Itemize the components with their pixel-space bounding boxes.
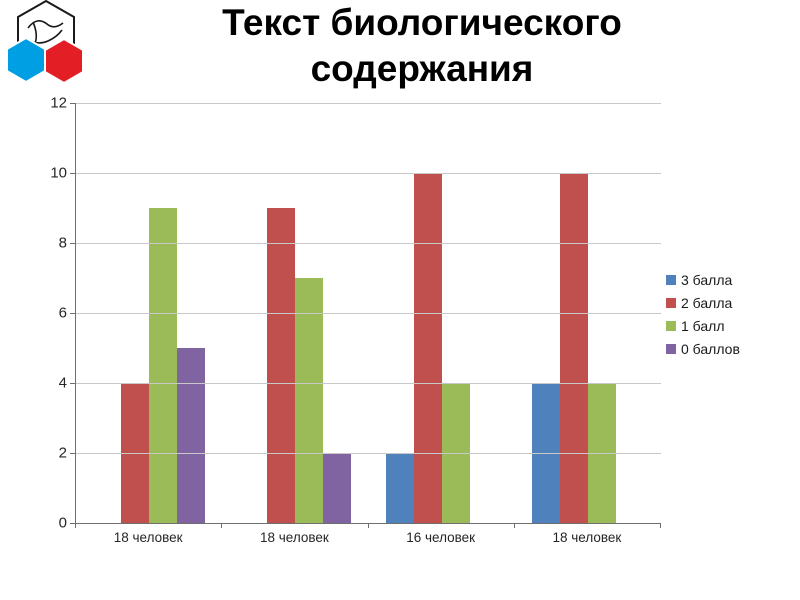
chart: 3 балла 2 балла 1 балл 0 баллов 0 2 4 6 8 10 12 18… — [0, 94, 800, 576]
bar-group — [76, 103, 222, 523]
y-axis-tick — [70, 453, 75, 454]
y-axis-tick — [70, 313, 75, 314]
plot-area — [75, 103, 661, 524]
y-axis-label: 8 — [58, 234, 67, 252]
x-axis-label: 16 человек — [406, 530, 476, 545]
bar — [177, 348, 206, 523]
y-axis-tick — [70, 103, 75, 104]
y-axis-label: 4 — [58, 374, 67, 392]
bar — [149, 208, 178, 523]
legend-swatch — [666, 344, 676, 354]
y-axis-label: 10 — [50, 164, 67, 182]
bar — [413, 173, 442, 523]
y-axis-label: 2 — [58, 444, 67, 462]
bar — [559, 173, 588, 523]
legend-item: 3 балла — [666, 272, 740, 288]
gridline — [76, 383, 661, 384]
x-axis-tick — [75, 524, 76, 528]
legend-swatch — [666, 321, 676, 331]
x-axis-tick — [367, 524, 369, 528]
y-axis-tick — [70, 523, 75, 524]
legend-label: 1 балл — [681, 318, 725, 334]
x-axis-tick — [221, 524, 223, 528]
gridline — [76, 313, 661, 314]
y-axis-tick — [70, 173, 75, 174]
legend-label: 0 баллов — [681, 341, 740, 357]
y-axis-label: 0 — [58, 514, 67, 532]
x-axis-label: 18 человек — [552, 530, 622, 545]
y-axis-label: 12 — [50, 94, 67, 112]
legend-swatch — [666, 275, 676, 285]
y-axis-tick — [70, 243, 75, 244]
bar-group — [222, 103, 368, 523]
legend-label: 3 балла — [681, 272, 733, 288]
logo-hexagon-red — [44, 37, 84, 85]
bar — [323, 453, 352, 523]
x-axis-label: 18 человек — [259, 530, 329, 545]
gridline — [76, 103, 661, 104]
bar — [385, 453, 414, 523]
legend-label: 2 балла — [681, 295, 733, 311]
legend-item: 2 балла — [666, 295, 740, 311]
gridline — [76, 243, 661, 244]
logo — [6, 0, 84, 85]
y-axis-label: 6 — [58, 304, 67, 322]
page-title: Текст биологического содержания — [222, 2, 622, 89]
x-axis-label: 18 человек — [113, 530, 183, 545]
bar — [267, 208, 296, 523]
legend-swatch — [666, 298, 676, 308]
legend-item: 1 балл — [666, 318, 740, 334]
x-axis-tick — [660, 524, 661, 528]
bar-groups — [76, 103, 661, 523]
x-axis-tick — [513, 524, 515, 528]
gridline — [76, 453, 661, 454]
legend-item: 0 баллов — [666, 341, 740, 357]
logo-hexagon-blue — [6, 36, 46, 84]
gridline — [76, 173, 661, 174]
y-axis-tick — [70, 383, 75, 384]
legend: 3 балла 2 балла 1 балл 0 баллов — [666, 272, 740, 364]
bar — [295, 278, 324, 523]
